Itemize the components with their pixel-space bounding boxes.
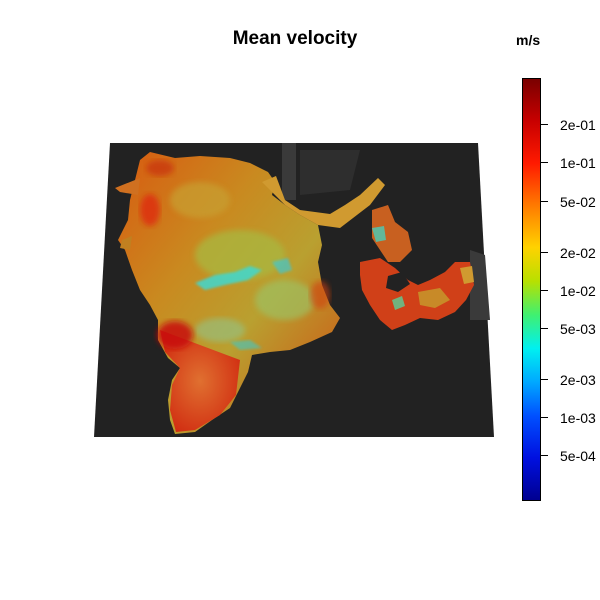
colorbar-tick-label: 2e-02: [560, 245, 596, 261]
colorbar-tick: [541, 455, 548, 456]
colorbar-unit: m/s: [516, 32, 541, 48]
colorbar-tick: [541, 162, 548, 163]
colorbar-tick-label: 1e-02: [560, 283, 596, 299]
colorbar-tick-label: 2e-03: [560, 372, 596, 388]
colorbar-tick-label: 5e-02: [560, 194, 596, 210]
colorbar-tick: [541, 379, 548, 380]
colorbar-tick: [541, 328, 548, 329]
baltic-velocity-field: [360, 205, 474, 330]
colorbar-tick-label: 2e-01: [560, 117, 596, 133]
colorbar-tick: [541, 252, 548, 253]
colorbar-tick: [541, 417, 548, 418]
colorbar: [522, 78, 541, 501]
colorbar-tick-label: 5e-04: [560, 448, 596, 464]
colorbar-tick-label: 5e-03: [560, 321, 596, 337]
colorbar-tick: [541, 290, 548, 291]
chart-title: Mean velocity: [232, 28, 358, 49]
colorbar-tick: [541, 124, 548, 125]
colorbar-tick-label: 1e-01: [560, 155, 596, 171]
sea-velocity-field: [115, 152, 385, 434]
colorbar-tick: [541, 201, 548, 202]
colorbar-tick-label: 1e-03: [560, 410, 596, 426]
